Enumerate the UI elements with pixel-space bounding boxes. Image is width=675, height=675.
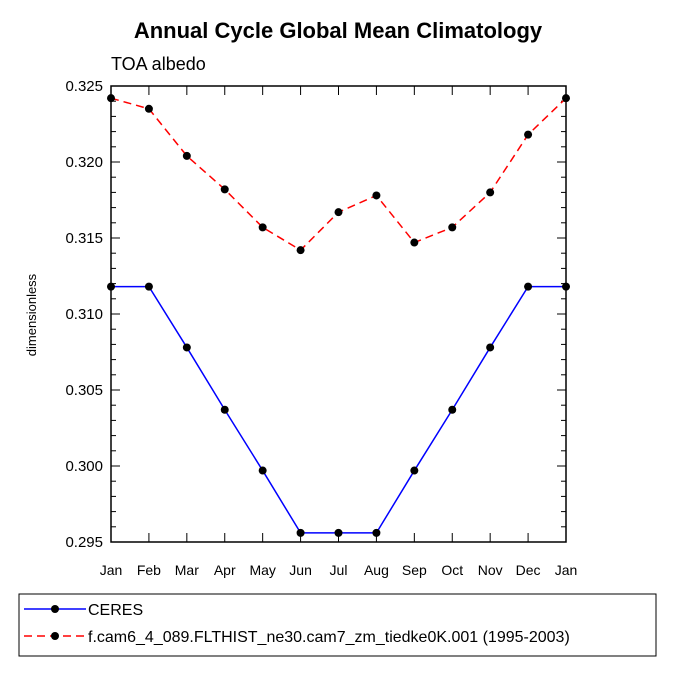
series-1-point [334,208,343,217]
x-tick-labels: Jan Feb Mar Apr May Jun Jul Aug Sep Oct Nov Dec Jan [100,562,578,578]
legend: CERES f.cam6_4_089.FLTHIST_ne30.cam7_zm_t… [18,593,657,657]
y-axis-label: dimensionless [24,273,39,356]
y-tick-label: 0.310 [65,306,103,323]
x-tick-label: Mar [175,562,199,578]
x-tick-label: Apr [214,562,236,578]
series-0-point [410,466,419,475]
x-tick-label: Nov [478,562,503,578]
series-1-point [524,130,533,139]
series-0-point [296,528,305,537]
series-layer [107,94,570,537]
x-tick-label: Aug [364,562,389,578]
series-1-point [258,223,267,232]
series-1-point [372,191,381,200]
legend-entries: CERES f.cam6_4_089.FLTHIST_ne30.cam7_zm_t… [24,602,570,646]
y-tick-label: 0.325 [65,78,103,95]
series-1-point [144,104,153,113]
axis-ticks [110,85,567,543]
chart-title: Annual Cycle Global Mean Climatology [134,18,543,43]
x-tick-label: Jul [330,562,348,578]
series-0-point [372,528,381,537]
series-0-point [182,343,191,352]
series-0-point [220,405,229,414]
series-0-point [258,466,267,475]
x-tick-label: Jan [100,562,123,578]
series-0-point [524,282,533,291]
y-tick-label: 0.305 [65,382,103,399]
x-tick-label: Dec [516,562,541,578]
series-0-point [486,343,495,352]
series-1-point [182,151,191,160]
series-1-point [296,246,305,255]
y-tick-label: 0.295 [65,534,103,551]
y-tick-label: 0.300 [65,458,103,475]
x-tick-label: Jun [289,562,312,578]
legend-swatch-marker [51,605,59,613]
legend-swatch-marker [51,632,59,640]
series-line-1 [110,97,567,252]
y-tick-label: 0.315 [65,230,103,247]
series-0-point [144,282,153,291]
series-1-point [448,223,457,232]
plot-frame [110,85,567,543]
legend-box [18,593,657,657]
legend-label: CERES [88,602,143,619]
series-1-point [220,185,229,194]
series-1-point [410,238,419,247]
legend-label: f.cam6_4_089.FLTHIST_ne30.cam7_zm_tiedke… [88,629,570,646]
series-0-point [334,528,343,537]
x-tick-label: May [249,562,275,578]
x-tick-label: Sep [402,562,427,578]
series-0-point [448,405,457,414]
x-tick-label: Feb [137,562,161,578]
chart-subtitle: TOA albedo [111,54,206,74]
y-tick-labels: 0.295 0.300 0.305 0.310 0.315 0.320 0.325 [65,78,103,551]
y-tick-label: 0.320 [65,154,103,171]
x-tick-label: Oct [441,562,463,578]
x-tick-label: Jan [555,562,578,578]
series-1-point [486,188,495,197]
series-line-0 [111,285,566,534]
